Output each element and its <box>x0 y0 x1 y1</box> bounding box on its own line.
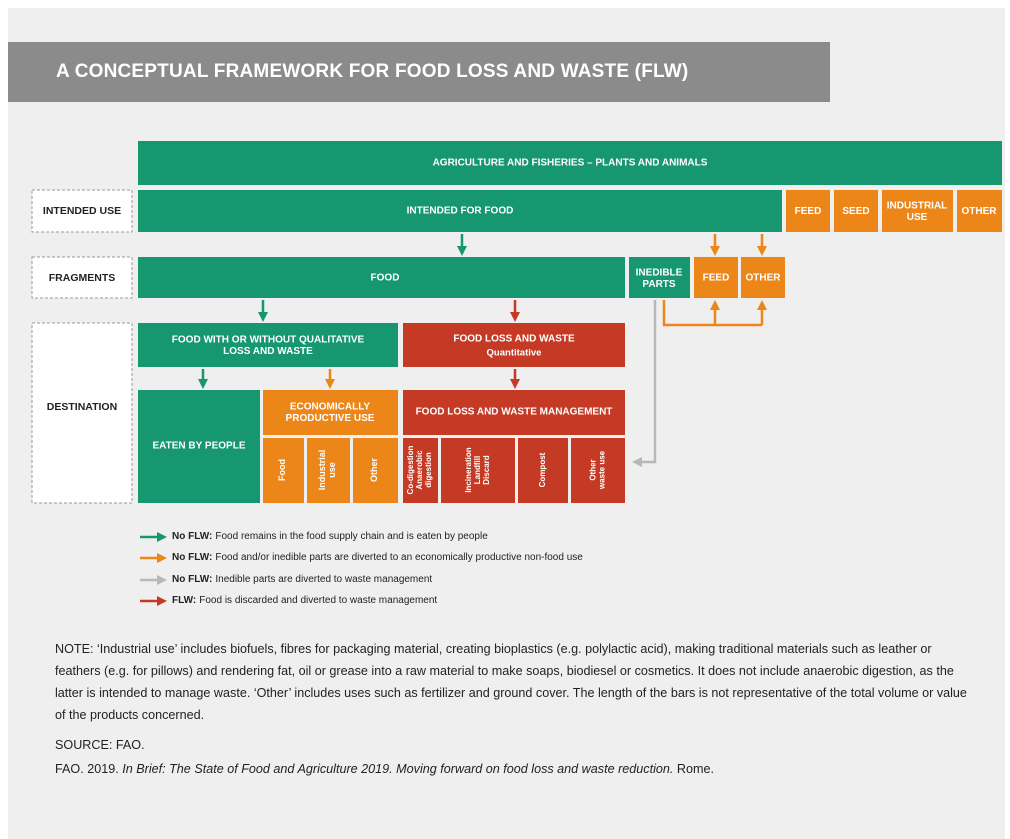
label-line: FEED <box>795 206 822 217</box>
management-item <box>571 438 625 503</box>
quantitative-box <box>403 323 625 367</box>
productive-item-label: Other <box>369 458 379 483</box>
productive-item <box>307 438 350 503</box>
management-item <box>403 438 438 503</box>
use-label: OTHER <box>962 206 998 217</box>
label-line: Incineration <box>464 447 473 492</box>
label-line: INDUSTRIAL <box>887 200 948 211</box>
management-item-label: Co-digestionAnaerobicdigestion <box>406 445 433 494</box>
legend-text: Food remains in the food supply chain an… <box>215 531 488 542</box>
food-box <box>138 257 625 298</box>
legend-item: No FLW: Food and/or inedible parts are di… <box>172 552 583 563</box>
legend-item: FLW: Food is discarded and diverted to wa… <box>172 595 437 606</box>
stage-box <box>31 322 133 504</box>
qualitative-box <box>138 323 398 367</box>
food-label: INTENDED FOR FOOD <box>407 206 514 217</box>
management-item <box>441 438 515 503</box>
source: SOURCE: FAO. <box>55 738 145 752</box>
use-label: FEED <box>795 206 822 217</box>
qualitative-label: FOOD WITH OR WITHOUT QUALITATIVE LOSS AND… <box>172 334 365 357</box>
legend-text: Food is discarded and diverted to waste … <box>199 595 438 606</box>
management-item-label: Otherwaste use <box>589 450 607 490</box>
stage-label: FRAGMENTS <box>49 272 116 284</box>
label-line: Discard <box>482 455 491 484</box>
inedible-use-box <box>694 257 738 298</box>
label-line: INEDIBLE <box>636 267 683 278</box>
productive-item <box>263 438 304 503</box>
management-label: FOOD LOSS AND WASTE MANAGEMENT <box>416 407 613 418</box>
label-line: OTHER <box>962 206 998 217</box>
legend-label: FLW: <box>172 595 197 606</box>
eaten-box <box>138 390 260 503</box>
label-line: Landfill <box>473 456 482 484</box>
label-line: Compost <box>538 452 547 487</box>
legend-label: No FLW: <box>172 531 213 542</box>
arrows <box>140 234 767 606</box>
inedible-use-label: OTHER <box>746 273 782 284</box>
legend-text: Food and/or inedible parts are diverted … <box>215 552 583 563</box>
label-line: Other <box>589 459 598 480</box>
label-line: FOOD WITH OR WITHOUT QUALITATIVE <box>172 334 365 345</box>
use-box <box>882 190 953 232</box>
label-line: Anaerobic <box>415 450 424 490</box>
stage-box <box>31 256 133 299</box>
use-box <box>786 190 830 232</box>
legend-label: No FLW: <box>172 574 213 585</box>
citation-place: Rome. <box>676 762 714 776</box>
quantitative-subtitle: Quantitative <box>487 348 542 359</box>
source-box <box>138 141 1002 185</box>
inedible-box <box>629 257 690 298</box>
inedible-label: INEDIBLE PARTS <box>636 267 683 290</box>
label-line: USE <box>907 211 928 222</box>
connector <box>662 300 762 327</box>
label-line: Co-digestion <box>406 445 415 494</box>
label-line: Other <box>369 458 379 483</box>
productive-item-label: Food <box>277 459 287 481</box>
label-line: ECONOMICALLY <box>290 401 371 412</box>
food-label: FOOD <box>371 273 400 284</box>
use-box <box>834 190 878 232</box>
stage-label: INTENDED USE <box>43 205 121 217</box>
note: NOTE: ‘Industrial use’ includes biofuels… <box>55 642 967 722</box>
legend-label: No FLW: <box>172 552 213 563</box>
arrow <box>632 300 657 467</box>
label-line: PARTS <box>642 278 675 289</box>
inedible-use-box <box>741 257 785 298</box>
legend-text: Inedible parts are diverted to waste man… <box>215 574 433 585</box>
productive-item <box>353 438 398 503</box>
title: A CONCEPTUAL FRAMEWORK FOR FOOD LOSS AND… <box>8 42 830 102</box>
label-line: LOSS AND WASTE <box>223 345 313 356</box>
management-box <box>403 390 625 435</box>
management-item <box>518 438 568 503</box>
citation: FAO. 2019. In Brief: The State of Food a… <box>55 762 714 776</box>
label-line: Industrial <box>317 450 327 491</box>
stage-label: DESTINATION <box>47 401 117 413</box>
productive-item-label: Industrialuse <box>317 450 337 491</box>
label-line: digestion <box>424 452 433 488</box>
citation-author: FAO. 2019. <box>55 762 119 776</box>
management-item-label: Compost <box>538 452 547 487</box>
legend-item: No FLW: Inedible parts are diverted to wa… <box>172 574 432 585</box>
quantitative-title: FOOD LOSS AND WASTE <box>453 334 575 345</box>
label-line: use <box>328 462 338 478</box>
productive-label: ECONOMICALLY PRODUCTIVE USE <box>286 401 375 424</box>
inedible-use-label: FEED <box>703 273 730 284</box>
legend-item: No FLW: Food remains in the food supply c… <box>172 531 488 542</box>
use-label: SEED <box>842 206 869 217</box>
use-box <box>957 190 1002 232</box>
eaten-label: EATEN BY PEOPLE <box>153 441 246 452</box>
label-line: waste use <box>598 450 607 490</box>
food-box <box>138 190 782 232</box>
productive-box <box>263 390 398 435</box>
stage-box <box>31 189 133 233</box>
source-label: AGRICULTURE AND FISHERIES – PLANTS AND A… <box>433 158 708 169</box>
management-item-label: IncinerationLandfillDiscard <box>464 447 491 492</box>
use-label: INDUSTRIAL USE <box>887 200 948 223</box>
label-line: PRODUCTIVE USE <box>286 412 375 423</box>
label-line: Food <box>277 459 287 481</box>
label-line: SEED <box>842 206 869 217</box>
citation-title: In Brief: The State of Food and Agricult… <box>122 762 674 776</box>
